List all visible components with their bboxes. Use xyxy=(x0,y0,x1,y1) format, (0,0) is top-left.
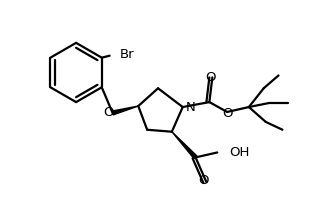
Text: N: N xyxy=(186,101,195,114)
Text: Br: Br xyxy=(119,48,134,61)
Text: O: O xyxy=(198,174,209,187)
Polygon shape xyxy=(112,106,138,115)
Text: O: O xyxy=(222,107,232,120)
Text: O: O xyxy=(103,106,114,119)
Text: O: O xyxy=(205,70,216,84)
Text: OH: OH xyxy=(229,146,250,159)
Polygon shape xyxy=(172,132,197,159)
